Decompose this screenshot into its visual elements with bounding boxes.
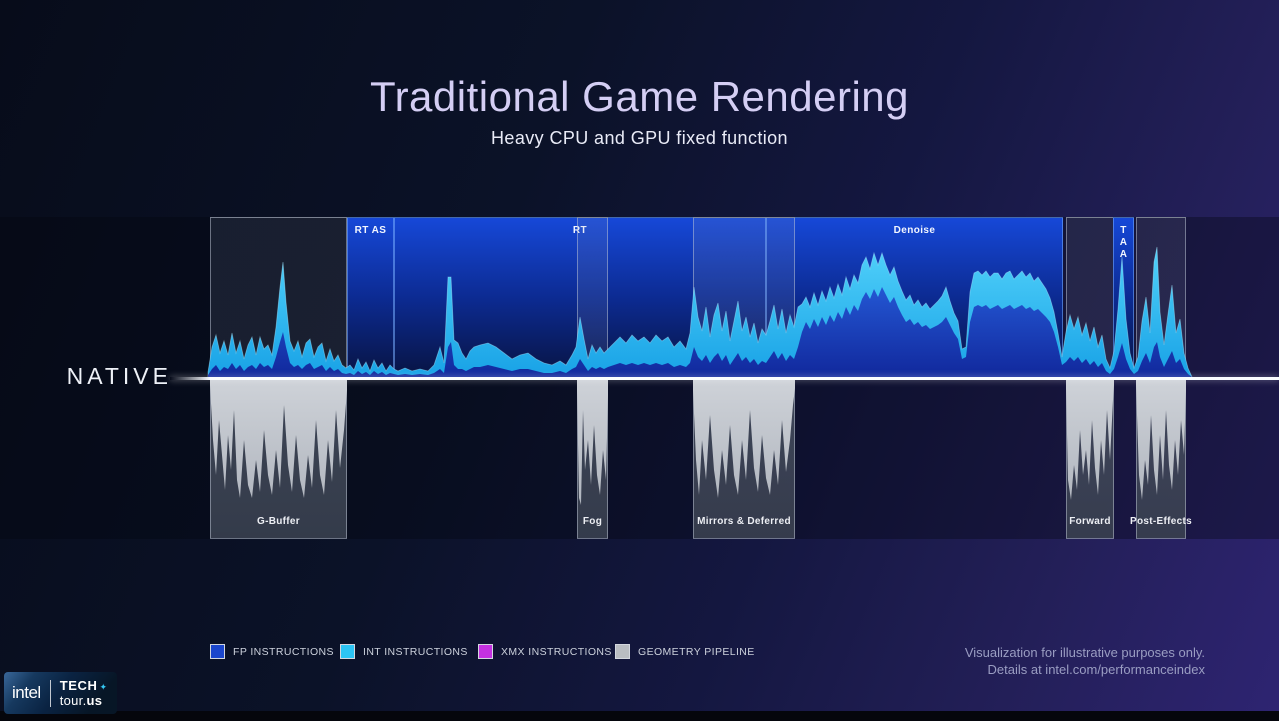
sparkle-icon: ✦	[99, 682, 108, 692]
legend-swatch-xmx-instructions	[478, 644, 493, 659]
legend-label-int-instructions: INT INSTRUCTIONS	[363, 645, 468, 658]
disclaimer-text: Visualization for illustrative purposes …	[965, 644, 1205, 678]
intel-tech-tour-logo: intel TECH ✦ tour.us	[4, 672, 118, 714]
legend-label-xmx-instructions: XMX INSTRUCTIONS	[501, 645, 612, 658]
cpu-phase-label-post-effects: Post-Effects	[1130, 516, 1192, 527]
legend-label-geometry-pipeline: GEOMETRY PIPELINE	[638, 645, 755, 658]
slide-header: Traditional Game Rendering Heavy CPU and…	[0, 73, 1279, 149]
legend-swatch-geometry-pipeline	[615, 644, 630, 659]
native-baseline-label: NATIVE	[66, 363, 172, 389]
fp-instructions-area	[208, 287, 1192, 377]
legend-item-xmx-instructions: XMX INSTRUCTIONS	[478, 644, 612, 659]
page-subtitle: Heavy CPU and GPU fixed function	[491, 128, 788, 149]
legend-item-geometry-pipeline: GEOMETRY PIPELINE	[615, 644, 755, 659]
cpu-phase-label-forward: Forward	[1069, 516, 1111, 527]
gpu-phase-label-denoise: Denoise	[893, 225, 936, 236]
geometry-pipeline-area-g-buffer	[210, 380, 347, 498]
disclaimer-line-2: Details at intel.com/performanceindex	[987, 662, 1206, 677]
bottom-edge-strip	[0, 711, 1279, 721]
intel-logo: intel	[12, 683, 41, 702]
render-pipeline-chart: NATIVE RT ASRTDenoiseT A AG-BufferFogMir…	[0, 217, 1279, 539]
logo-divider	[49, 679, 51, 707]
native-baseline-line	[170, 377, 1279, 380]
legend-swatch-fp-instructions	[210, 644, 225, 659]
geometry-pipeline-area-forward	[1066, 380, 1114, 500]
geometry-pipeline-area-post-effects	[1136, 380, 1186, 500]
gpu-phase-panel-rt-as: RT AS	[347, 217, 394, 377]
tour-label: tour.	[59, 693, 87, 708]
workload-waveform-svg	[207, 246, 1193, 505]
us-label: us	[86, 693, 103, 708]
geometry-pipeline-area-fog	[577, 380, 608, 505]
page-title: Traditional Game Rendering	[369, 73, 910, 120]
legend-item-int-instructions: INT INSTRUCTIONS	[340, 644, 468, 659]
legend-label-fp-instructions: FP INSTRUCTIONS	[233, 645, 334, 658]
disclaimer-line-1: Visualization for illustrative purposes …	[964, 645, 1205, 660]
legend-swatch-int-instructions	[340, 644, 355, 659]
cpu-phase-label-g-buffer: G-Buffer	[257, 516, 300, 527]
chart-legend: FP INSTRUCTIONS INT INSTRUCTIONS XMX INSTR…	[0, 644, 1279, 664]
cpu-phase-label-fog: Fog	[582, 516, 603, 527]
tech-label: TECH	[59, 678, 98, 693]
legend-item-fp-instructions: FP INSTRUCTIONS	[210, 644, 334, 659]
cpu-phase-label-mirrors-deferred: Mirrors & Deferred	[697, 516, 791, 527]
gpu-phase-label-taa: T A A	[1119, 225, 1128, 260]
tech-tour-wordmark: TECH ✦ tour.us	[60, 679, 107, 707]
gpu-phase-label-rt-as: RT AS	[354, 225, 387, 236]
geometry-pipeline-area-mirrors-deferred	[693, 380, 795, 498]
